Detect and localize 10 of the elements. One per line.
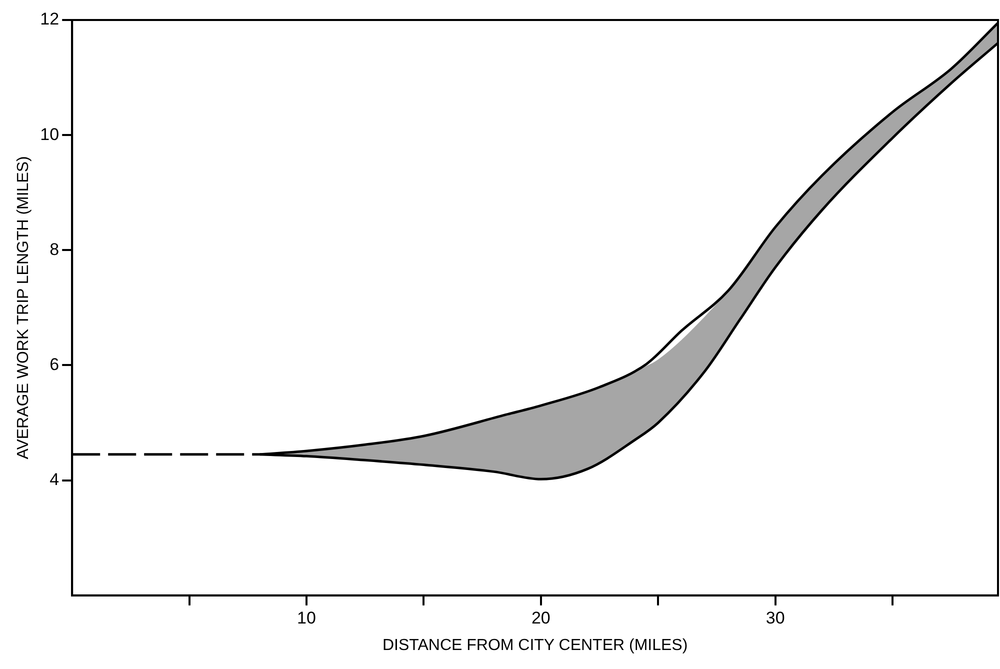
x-tick-label: 30	[766, 608, 785, 628]
y-tick-label: 4	[50, 470, 60, 490]
y-tick-label: 10	[40, 124, 60, 144]
y-tick-label: 12	[40, 10, 60, 29]
y-axis-title: AVERAGE WORK TRIP LENGTH (MILES)	[15, 156, 32, 460]
x-axis-title: DISTANCE FROM CITY CENTER (MILES)	[382, 636, 688, 654]
x-tick-label: 10	[297, 608, 316, 628]
y-tick-label: 8	[50, 240, 60, 259]
y-tick-label: 6	[50, 354, 60, 374]
x-tick-label: 20	[531, 608, 550, 628]
